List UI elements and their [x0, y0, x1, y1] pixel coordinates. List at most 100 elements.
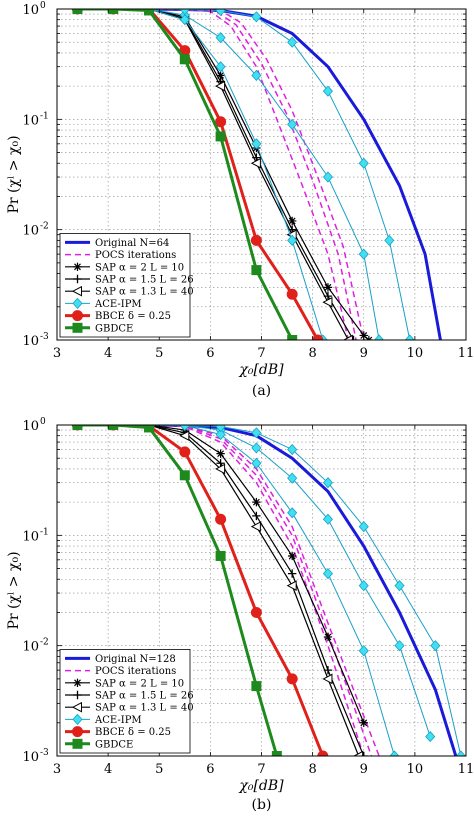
data-point: [359, 718, 368, 727]
x-tick-label: 9: [360, 346, 368, 361]
x-tick-label: 4: [104, 346, 112, 361]
x-tick-label: 9: [360, 762, 368, 777]
legend-marker: [73, 274, 82, 284]
legend-marker: [73, 678, 82, 687]
data-point: [287, 443, 298, 456]
x-tick-label: 4: [104, 762, 112, 777]
legend-label: POCS iterations: [95, 250, 176, 261]
legend-marker: [71, 285, 82, 297]
data-point: [215, 428, 226, 441]
series-line: [77, 425, 462, 756]
data-point: [287, 551, 297, 561]
data-point: [215, 80, 226, 92]
legend-label: Original N=128: [95, 654, 176, 665]
data-point: [287, 472, 298, 484]
data-point: [108, 9, 119, 14]
ticks: [56, 9, 467, 341]
data-point: [322, 477, 334, 489]
data-point: [179, 14, 190, 26]
data-point: [358, 520, 369, 533]
panel-caption: (a): [252, 383, 271, 399]
x-tick-label: 3: [53, 346, 61, 361]
data-point: [384, 234, 395, 246]
series-group: [71, 9, 442, 340]
legend-label: ACE-IPM: [94, 715, 142, 726]
data-point: [286, 673, 298, 685]
y-axis-label: Pr (χˡ > χ₀): [6, 135, 22, 213]
series-line: [77, 9, 320, 340]
y-tick-exponent: -2: [40, 638, 49, 648]
x-tick-label: 7: [257, 762, 265, 777]
data-point: [359, 331, 368, 340]
data-point: [72, 9, 83, 14]
data-point: [251, 265, 262, 276]
data-point: [323, 283, 333, 292]
data-point: [374, 334, 385, 340]
data-point: [215, 550, 226, 561]
x-tick-label: 6: [206, 346, 214, 361]
y-axis-label: Pr (χˡ > χ₀): [6, 551, 22, 629]
panel-caption: (b): [252, 797, 272, 813]
data-point: [215, 513, 227, 525]
y-tick-label: 10: [22, 529, 39, 544]
data-point: [287, 569, 297, 578]
series-line: [77, 9, 324, 340]
x-tick-label: 3: [53, 762, 61, 777]
data-point: [144, 425, 155, 433]
data-point: [358, 645, 369, 657]
data-point: [179, 425, 190, 432]
legend-marker: [72, 297, 83, 309]
legend-label: SAP α = 2 L = 10: [95, 262, 184, 273]
y-tick-exponent: -2: [40, 222, 49, 232]
legend-marker: [73, 262, 82, 271]
legend-label: BBCE δ = 0.25: [95, 311, 171, 322]
data-point: [215, 463, 226, 475]
x-tick-label: 10: [407, 346, 424, 361]
data-point: [287, 118, 298, 130]
data-point: [342, 334, 353, 340]
data-point: [358, 157, 369, 169]
legend-marker: [72, 738, 83, 749]
data-point: [322, 567, 334, 580]
series-line: [77, 9, 357, 340]
legend-label: BBCE δ = 0.25: [95, 727, 171, 738]
data-point: [108, 425, 119, 430]
data-point: [215, 131, 226, 142]
data-point: [404, 334, 415, 340]
data-point: [394, 580, 405, 592]
data-point: [271, 751, 282, 756]
data-point: [251, 442, 262, 454]
data-point: [455, 750, 466, 756]
data-point: [252, 497, 261, 507]
y-tick-label: 10: [22, 334, 39, 349]
data-point: [215, 61, 226, 73]
series-line: [77, 425, 395, 756]
data-point: [312, 334, 324, 340]
legend-label: SAP α = 1.3 L = 40: [95, 703, 194, 714]
data-point: [179, 54, 190, 65]
x-tick-label: 8: [308, 346, 316, 361]
legend-label: POCS iterations: [95, 666, 176, 677]
data-point: [287, 507, 298, 519]
data-point: [286, 580, 297, 591]
data-point: [287, 36, 298, 48]
series-group: [71, 425, 466, 756]
data-point: [349, 335, 358, 340]
data-point: [389, 750, 400, 756]
y-tick-label: 10: [22, 750, 39, 765]
data-point: [179, 446, 191, 458]
y-tick-exponent: -3: [40, 748, 49, 758]
x-tick-label: 7: [257, 346, 265, 361]
y-tick-exponent: -1: [40, 527, 49, 537]
data-point: [251, 11, 262, 23]
data-point: [179, 430, 190, 442]
data-point: [251, 681, 262, 692]
y-tick-exponent: 0: [40, 417, 46, 427]
x-tick-label: 5: [155, 346, 163, 361]
data-point: [287, 234, 298, 246]
legend-label: SAP α = 1.5 L = 26: [95, 275, 194, 286]
